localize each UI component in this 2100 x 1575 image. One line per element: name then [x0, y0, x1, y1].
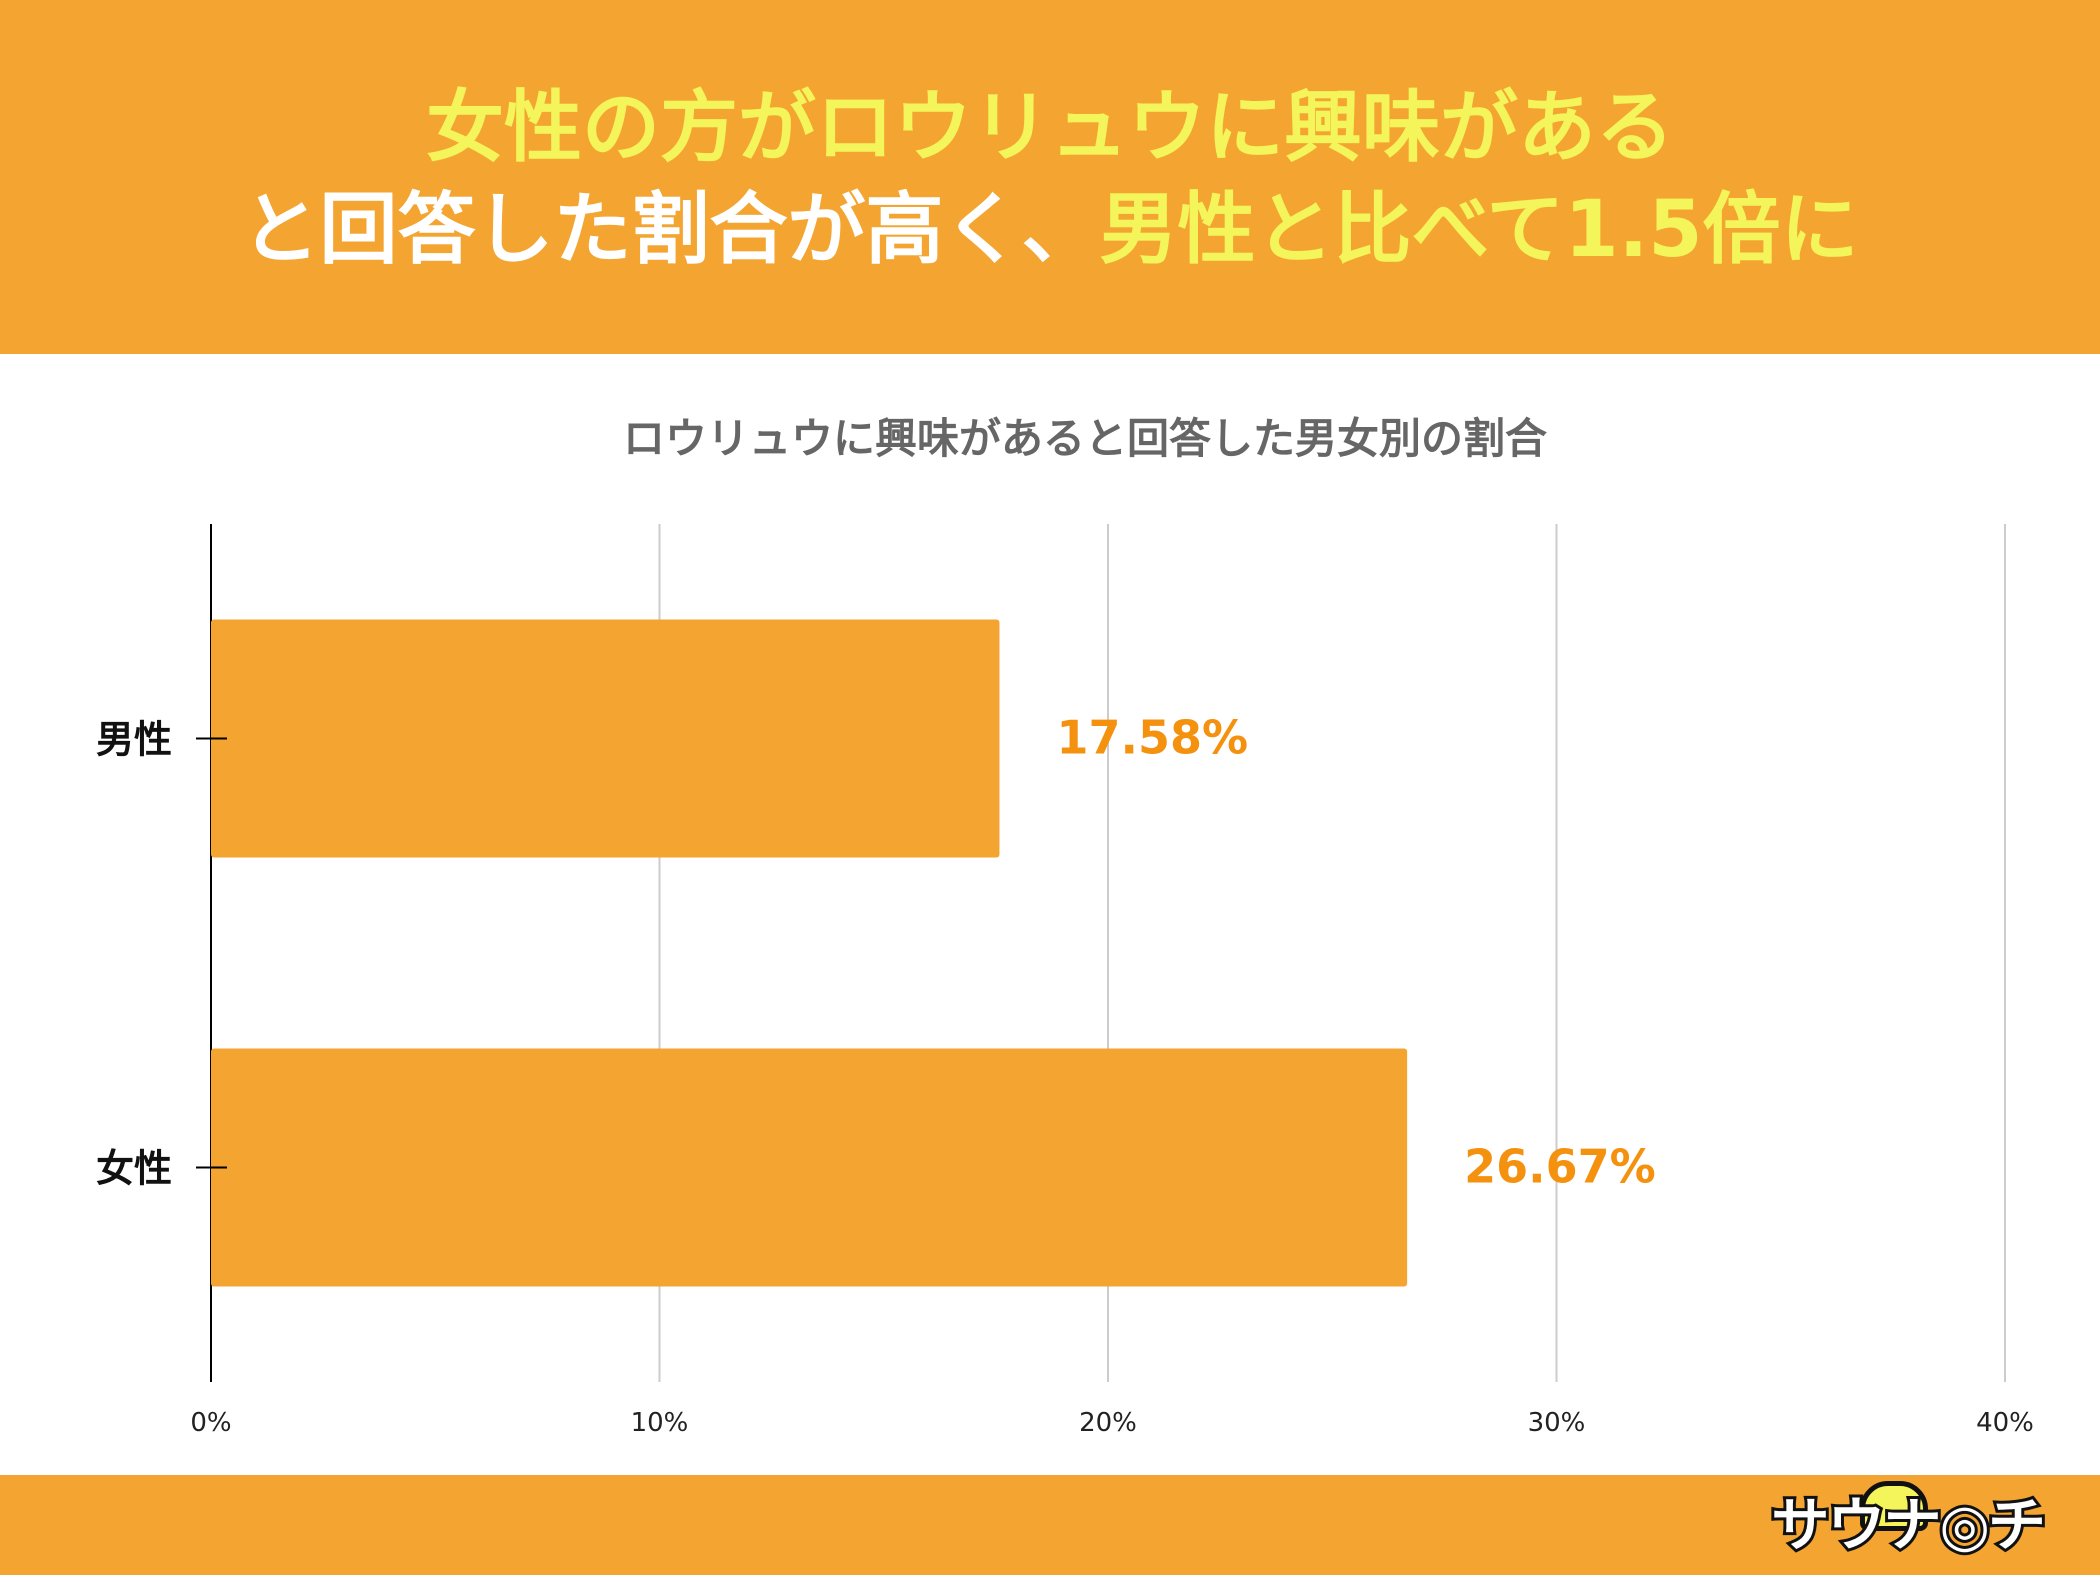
headline-line-2: と回答した割合が高く、男性と比べて1.5倍に [0, 180, 2100, 280]
bar-value-label: 17.58% [1056, 711, 1248, 765]
x-tick-label: 10% [631, 1408, 689, 1438]
header-banner: 女性の方がロウリュウに興味がある と回答した割合が高く、男性と比べて1.5倍に [0, 0, 2100, 354]
bar [211, 619, 1000, 858]
x-tick-label: 30% [1528, 1408, 1586, 1438]
brand-logo: サウナ◎チ [1768, 1488, 2049, 1562]
bars-group: 17.58% 26.67% [211, 619, 1656, 1287]
bar-value-label: 26.67% [1464, 1140, 1656, 1194]
headline-line-2-yellow: 男性と比べて1.5倍に [1099, 185, 1859, 275]
chart-title: ロウリュウに興味があると回答した男女別の割合 [623, 414, 1547, 463]
headline-line-1: 女性の方がロウリュウに興味がある [0, 78, 2100, 178]
logo-badge-icon [1860, 1481, 1928, 1531]
x-tick-labels: 0% 10% 20% 30% 40% [190, 1408, 2034, 1438]
y-category-label: 女性 [96, 1147, 172, 1191]
footer-banner: サウナ◎チ [0, 1475, 2100, 1575]
x-tick-label: 0% [190, 1408, 231, 1438]
x-tick-label: 20% [1079, 1408, 1137, 1438]
bar-chart: ロウリュウに興味があると回答した男女別の割合 17.58% 26.67% 0% 10… [96, 414, 2034, 1438]
headline-line-2-white: と回答した割合が高く、 [241, 185, 1100, 275]
bar [211, 1048, 1408, 1287]
y-category-label: 男性 [96, 718, 172, 762]
headline-line-1-text: 女性の方がロウリュウに興味がある [425, 83, 1674, 173]
x-tick-label: 40% [1976, 1408, 2034, 1438]
